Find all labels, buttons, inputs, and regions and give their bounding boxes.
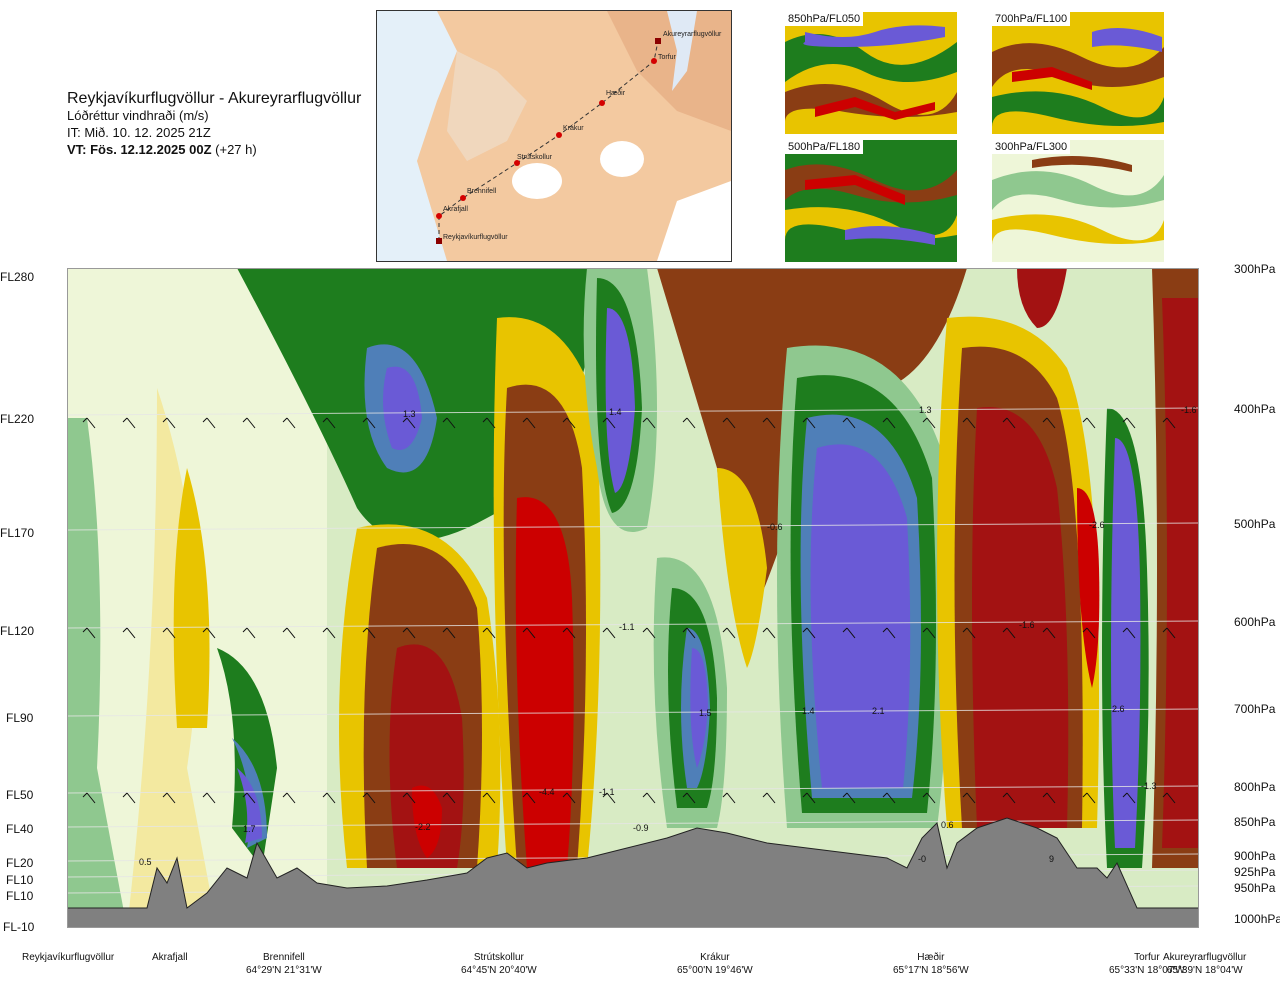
annotation-label: -1.6 xyxy=(1181,405,1197,415)
y-tick-right: 925hPa xyxy=(1234,865,1276,879)
y-tick-left: FL-10 xyxy=(3,920,35,934)
x-location-coord: 65°17'N 18°56'W xyxy=(893,965,969,976)
plot-frame xyxy=(67,268,1199,928)
y-tick-left: FL40 xyxy=(6,822,34,836)
cross-section-plot: 1.3 1.4 1.3 -1.6 -0.6 -2.6 -1.1 -1.6 1.5… xyxy=(67,268,1199,928)
thumbnail-label: 300hPa/FL300 xyxy=(992,140,1071,154)
y-tick-right: 500hPa xyxy=(1234,517,1276,531)
thumbnail-500hpa-img xyxy=(785,140,957,262)
annotation-label: -2.6 xyxy=(1089,520,1105,530)
wind-barbs xyxy=(82,417,1176,804)
title-block: Reykjavíkurflugvöllur - Akureyrarflugvöl… xyxy=(67,90,377,158)
y-tick-right: 800hPa xyxy=(1234,780,1276,794)
annotation-label: -4.4 xyxy=(539,787,555,797)
map-label-strutskollur: Strútskollur xyxy=(517,154,553,161)
y-tick-left: FL90 xyxy=(6,711,34,725)
y-tick-left: FL120 xyxy=(0,624,35,638)
x-location-torfur: Torfur 65°33'N 18°07'W xyxy=(1109,951,1185,977)
x-location-coord: 64°29'N 21°31'W xyxy=(246,965,322,976)
annotation-label: -2.2 xyxy=(415,822,431,832)
x-location-coord: 65°00'N 19°46'W xyxy=(677,965,753,976)
x-location-name: Brennifell xyxy=(263,952,305,963)
x-location-akureyri: Akureyrarflugvöllur 65°39'N 18°04'W xyxy=(1163,951,1246,977)
annotation-label: 1.4 xyxy=(802,706,815,716)
x-location-haedir: Hæðir 65°17'N 18°56'W xyxy=(893,951,969,977)
y-tick-left: FL20 xyxy=(6,856,34,870)
thumbnail-label: 700hPa/FL100 xyxy=(992,12,1071,26)
annotation-label: -0.6 xyxy=(767,522,783,532)
valid-time: VT: Fös. 12.12.2025 00Z (+27 h) xyxy=(67,141,377,158)
y-tick-left: FL10 xyxy=(6,873,34,887)
valid-time-main: VT: Fös. 12.12.2025 00Z xyxy=(67,142,212,157)
map-label-torfur: Torfur xyxy=(658,54,677,61)
y-tick-right: 850hPa xyxy=(1234,815,1276,829)
thumbnail-label: 500hPa/FL180 xyxy=(785,140,864,154)
y-tick-right: 400hPa xyxy=(1234,402,1276,416)
x-location-name: Torfur xyxy=(1134,952,1160,963)
thumbnail-300hpa[interactable]: 300hPa/FL300 xyxy=(992,140,1164,262)
y-tick-left: FL10 xyxy=(6,889,34,903)
x-location-akrafjall: Akrafjall xyxy=(152,951,188,964)
map-label-brennifell: Brennifell xyxy=(467,188,497,195)
x-location-name: Akrafjall xyxy=(152,952,188,963)
chart-subtitle: Lóðréttur vindhraði (m/s) xyxy=(67,108,209,123)
map-label-haedir: Hæðir xyxy=(606,89,626,97)
thumbnail-700hpa[interactable]: 700hPa/FL100 xyxy=(992,12,1164,134)
x-location-name: Krákur xyxy=(700,952,730,963)
annotation-label: 2.1 xyxy=(872,706,885,716)
map-label-akureyri: Akureyrarflugvöllur xyxy=(663,31,722,38)
annotation-label: -1.3 xyxy=(1141,781,1157,791)
y-tick-right: 300hPa xyxy=(1234,262,1276,276)
x-location-reykjavik: Reykjavíkurflugvöllur xyxy=(22,951,114,964)
annotation-label: -0 xyxy=(918,854,926,864)
chart-title: Reykjavíkurflugvöllur - Akureyrarflugvöl… xyxy=(67,90,362,107)
x-location-name: Strútskollur xyxy=(473,952,524,963)
thumbnail-700hpa-img xyxy=(992,12,1164,134)
annotation-label: -0.9 xyxy=(633,823,649,833)
x-location-strutskollur: Strútskollur 64°45'N 20°40'W xyxy=(461,951,537,977)
x-location-name: Akureyrarflugvöllur xyxy=(1163,952,1247,963)
annotation-label: 0.6 xyxy=(941,820,954,830)
y-tick-right: 1000hPa xyxy=(1234,912,1280,926)
y-tick-left: FL280 xyxy=(0,270,35,284)
annotation-label: 2.6 xyxy=(1112,704,1125,714)
x-location-name: Hæðir xyxy=(917,952,945,963)
y-tick-right: 600hPa xyxy=(1234,615,1276,629)
x-location-coord: 65°33'N 18°07'W xyxy=(1109,965,1185,976)
y-tick-left: FL220 xyxy=(0,412,35,426)
terrain xyxy=(67,817,1199,928)
annotation-label: -1.1 xyxy=(599,787,615,797)
thumbnail-850hpa-img xyxy=(785,12,957,134)
y-tick-left: FL170 xyxy=(0,526,35,540)
y-tick-right: 950hPa xyxy=(1234,881,1276,895)
issue-time: IT: Mið. 10. 12. 2025 21Z xyxy=(67,125,211,140)
route-map-svg: Akureyrarflugvöllur Torfur Hæðir Krákur … xyxy=(377,11,731,261)
map-label-reykjavik: Reykjavíkurflugvöllur xyxy=(443,234,508,241)
route-map: Akureyrarflugvöllur Torfur Hæðir Krákur … xyxy=(376,10,732,262)
thumbnail-300hpa-img xyxy=(992,140,1164,262)
annotation-label: 9 xyxy=(1049,854,1054,864)
x-location-coord: 64°45'N 20°40'W xyxy=(461,965,537,976)
annotation-label: 1.4 xyxy=(609,407,622,417)
y-tick-left: FL50 xyxy=(6,788,34,802)
annotation-label: 1.3 xyxy=(403,409,416,419)
map-label-krakur: Krákur xyxy=(563,125,584,132)
y-tick-right: 900hPa xyxy=(1234,849,1276,863)
annotation-label: 1.5 xyxy=(699,708,712,718)
thumbnail-label: 850hPa/FL050 xyxy=(785,12,864,26)
thumbnail-850hpa[interactable]: 850hPa/FL050 xyxy=(785,12,957,134)
x-location-brennifell: Brennifell 64°29'N 21°31'W xyxy=(246,951,322,977)
x-location-krakur: Krákur 65°00'N 19°46'W xyxy=(677,951,753,977)
annotation-label: -1.1 xyxy=(619,622,635,632)
x-location-coord: 65°39'N 18°04'W xyxy=(1166,965,1243,976)
annotation-label: -1.6 xyxy=(1019,620,1035,630)
x-location-name: Reykjavíkurflugvöllur xyxy=(22,952,115,963)
map-label-akrafjall: Akrafjall xyxy=(443,206,468,213)
valid-time-offset: (+27 h) xyxy=(211,142,257,157)
y-tick-right: 700hPa xyxy=(1234,702,1276,716)
annotation-label: 1.7 xyxy=(243,824,256,834)
annotation-label: 1.3 xyxy=(919,405,932,415)
thumbnail-500hpa[interactable]: 500hPa/FL180 xyxy=(785,140,957,262)
annotation-label: 0.5 xyxy=(139,857,152,867)
